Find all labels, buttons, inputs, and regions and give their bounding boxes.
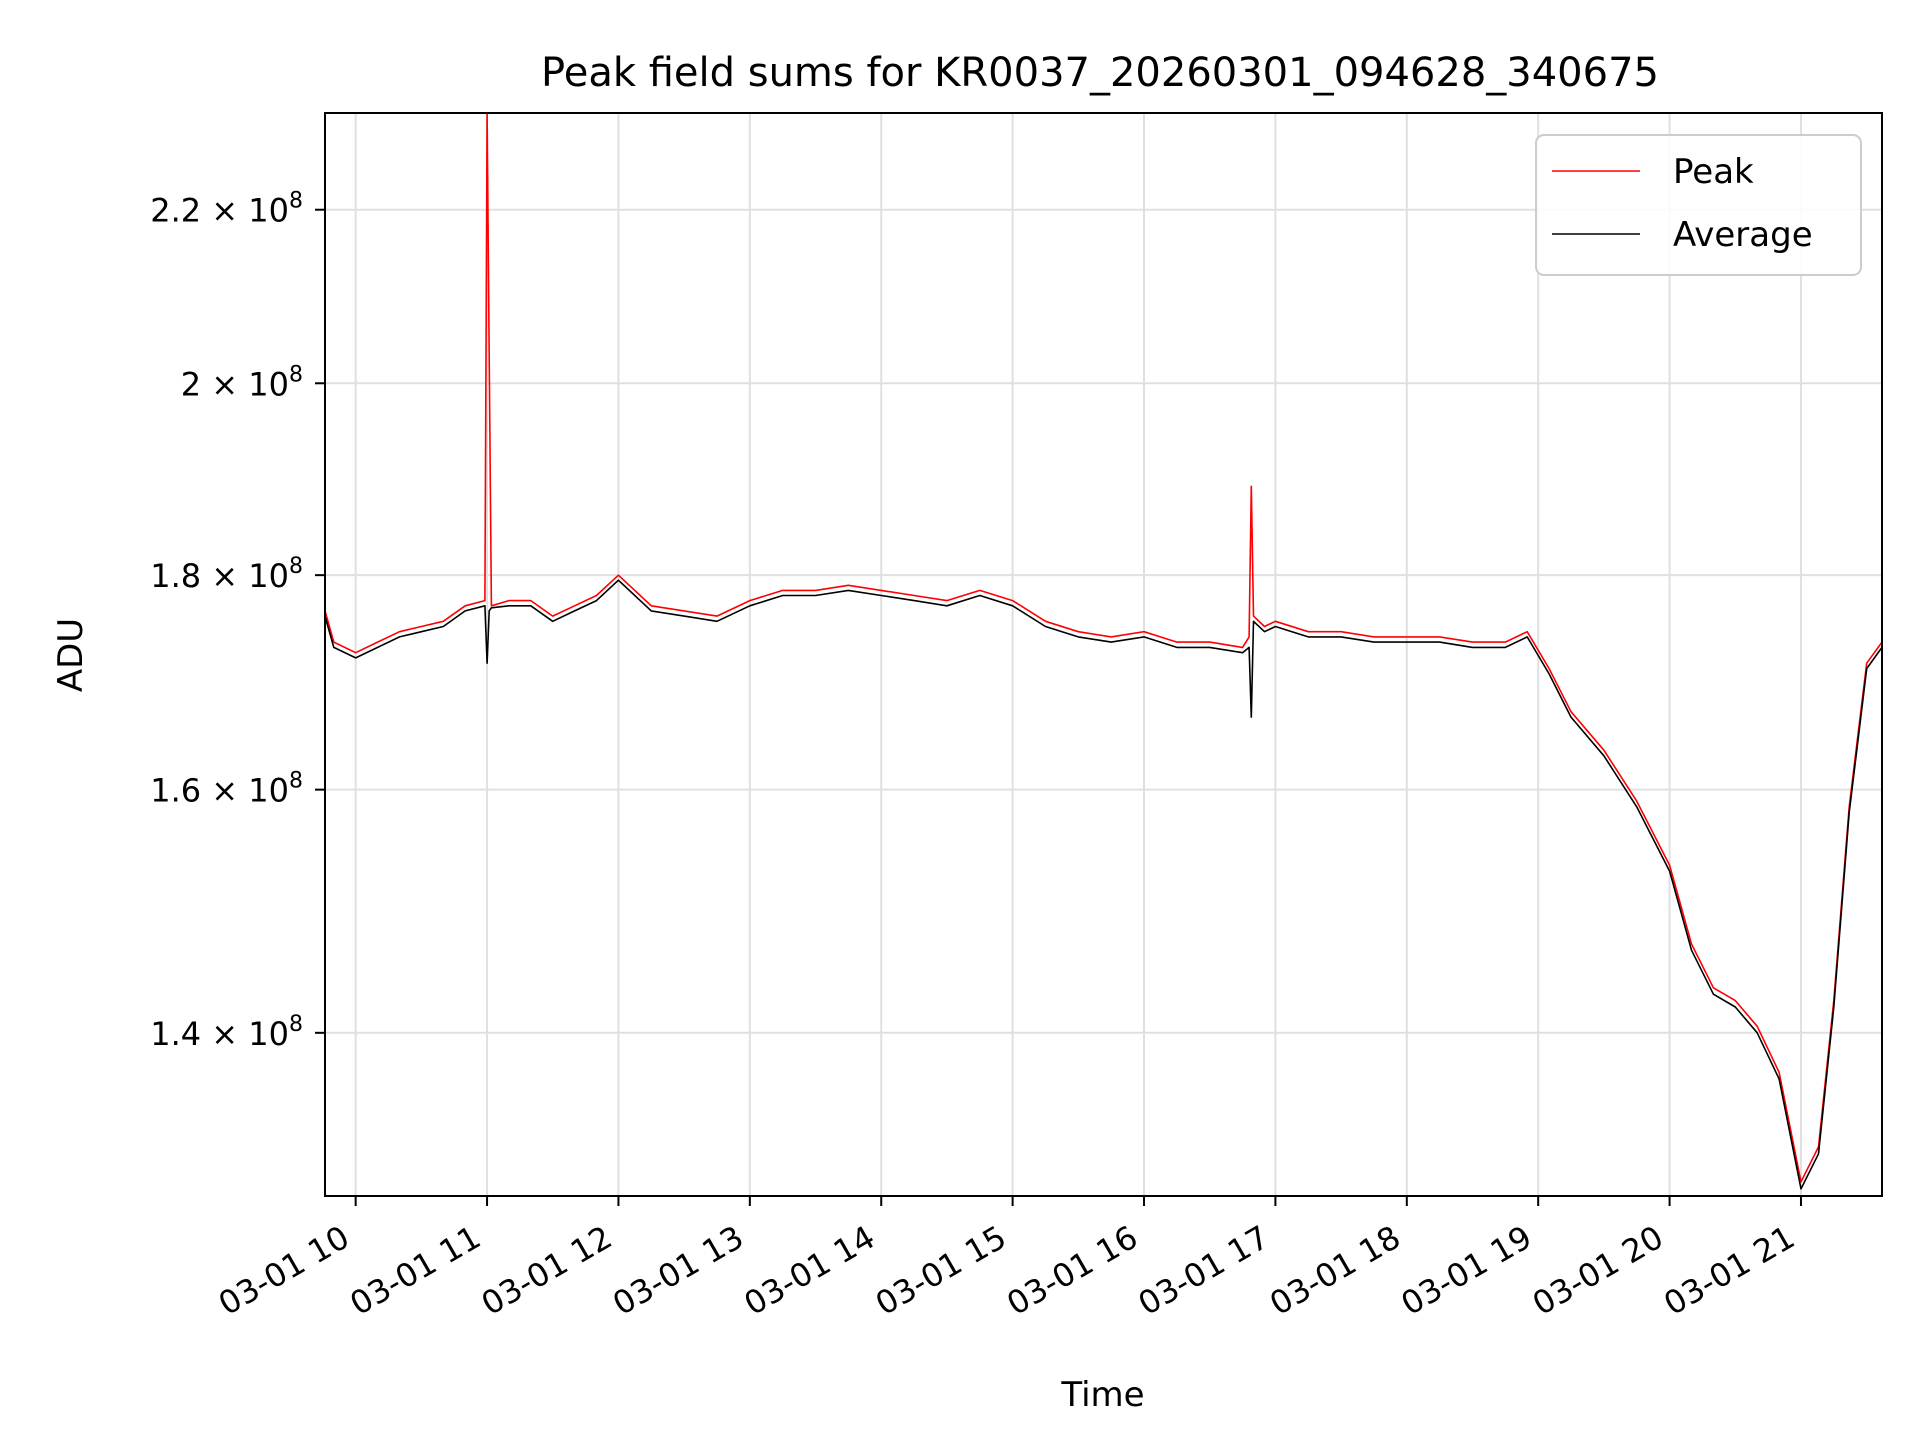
x-axis-label: Time — [1060, 1375, 1144, 1415]
y-tick-label: 2 × 108 — [181, 362, 303, 403]
plot-lines — [325, 113, 1882, 1190]
series-line-average — [325, 579, 1882, 1190]
y-axis-ticks: 1.4 × 108 1.6 × 108 1.8 × 108 2 × 108 2.2 × … — [150, 189, 325, 1053]
plot-area-frame — [324, 112, 1883, 1197]
legend-box — [1535, 134, 1862, 276]
series-group — [325, 113, 1882, 1190]
y-tick-label: 1.4 × 108 — [150, 1012, 303, 1053]
y-tick-label: 1.6 × 108 — [150, 769, 303, 810]
y-axis-label: ADU — [51, 618, 91, 692]
legend-label-average: Average — [1673, 215, 1813, 255]
legend: Peak Average — [1535, 134, 1862, 276]
y-tick-label: 2.2 × 108 — [150, 189, 303, 230]
series-line-peak — [325, 113, 1882, 1183]
chart-title: Peak field sums for KR0037_20260301_0946… — [541, 50, 1659, 96]
y-tick-label: 1.8 × 108 — [150, 554, 303, 595]
legend-label-peak: Peak — [1673, 152, 1754, 192]
